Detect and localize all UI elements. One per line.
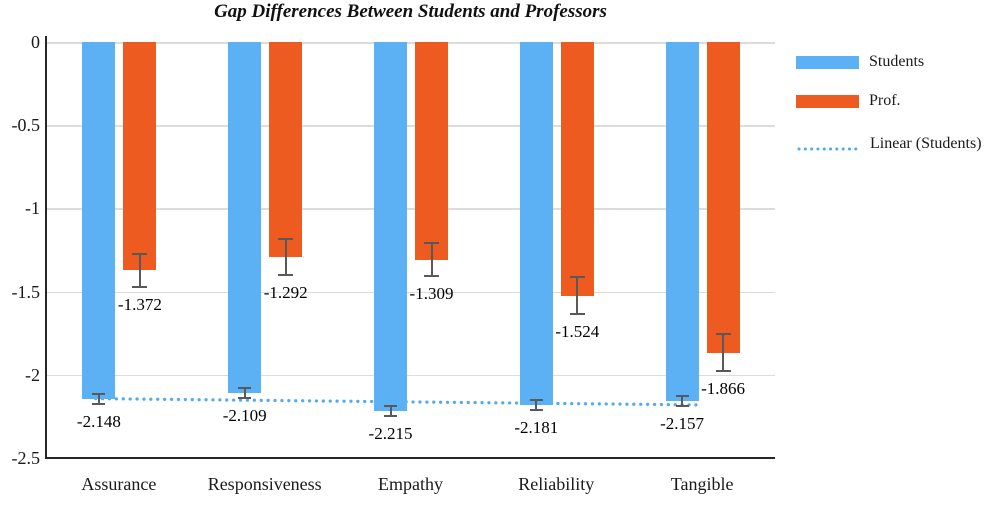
error-bar-cap bbox=[384, 414, 397, 417]
bar-students-responsiveness bbox=[228, 42, 262, 393]
error-bar bbox=[138, 253, 141, 287]
error-bar-cap bbox=[715, 333, 731, 336]
prof-swatch bbox=[796, 94, 859, 108]
x-axis-line bbox=[45, 456, 775, 459]
y-tick-label: -0.5 bbox=[11, 115, 41, 136]
error-bar bbox=[97, 394, 100, 405]
error-bar bbox=[576, 277, 579, 314]
error-bar-cap bbox=[715, 369, 731, 372]
x-tick-label-tangible: Tangible bbox=[670, 474, 734, 494]
y-tick-label: 0 bbox=[31, 32, 40, 52]
error-bar-cap bbox=[278, 274, 294, 277]
error-bar bbox=[389, 405, 392, 416]
data-label-students-reliability: -2.181 bbox=[514, 417, 559, 437]
error-bar-cap bbox=[238, 396, 252, 399]
x-tick-label-responsiveness: Responsiveness bbox=[207, 474, 322, 494]
chart-title: Gap Differences Between Students and Pro… bbox=[214, 1, 607, 22]
x-tick-label-empathy: Empathy bbox=[377, 474, 443, 494]
gridline bbox=[46, 125, 775, 127]
data-label-students-responsiveness: -2.109 bbox=[222, 405, 267, 425]
legend-item-students: Students bbox=[796, 52, 924, 72]
bar-prof-responsiveness bbox=[269, 42, 303, 257]
bar-students-tangible bbox=[665, 42, 699, 401]
bar-prof-assurance bbox=[123, 42, 157, 271]
error-bar-cap bbox=[92, 393, 106, 396]
data-label-prof-tangible: -1.866 bbox=[701, 378, 746, 398]
legend-label-students: Students bbox=[869, 53, 925, 70]
error-bar-cap bbox=[424, 275, 439, 278]
data-label-prof-assurance: -1.372 bbox=[117, 294, 162, 314]
students-swatch bbox=[796, 55, 859, 69]
legend-label-prof: Prof. bbox=[869, 92, 901, 109]
legend-item-linear-students: Linear (Students) bbox=[796, 134, 982, 154]
error-bar bbox=[284, 238, 287, 276]
error-bar bbox=[681, 395, 684, 406]
error-bar-cap bbox=[569, 312, 585, 315]
error-bar-cap bbox=[529, 408, 543, 411]
bar-prof-tangible bbox=[706, 42, 740, 353]
bar-prof-reliability bbox=[560, 42, 594, 296]
error-bar-cap bbox=[278, 237, 294, 240]
plot-area: -2.148 -2.109 -2.215 -2.181 -2.157 -1.372 -1.2… bbox=[46, 42, 775, 458]
y-tick-label: -1.5 bbox=[11, 281, 41, 302]
error-bar-cap bbox=[132, 252, 148, 255]
error-bar bbox=[430, 243, 433, 277]
x-tick-label-assurance: Assurance bbox=[81, 474, 157, 494]
y-tick-label: -2 bbox=[25, 364, 40, 385]
data-label-students-empathy: -2.215 bbox=[368, 423, 413, 443]
x-tick-label-reliability: Reliability bbox=[518, 474, 595, 494]
data-label-students-assurance: -2.148 bbox=[76, 412, 121, 432]
error-bar bbox=[243, 387, 246, 398]
error-bar bbox=[722, 334, 725, 371]
bar-prof-empathy bbox=[415, 42, 448, 260]
error-bar bbox=[535, 399, 538, 410]
data-label-prof-empathy: -1.309 bbox=[409, 284, 454, 304]
error-bar-cap bbox=[132, 285, 148, 288]
y-axis-line bbox=[45, 36, 47, 458]
legend-item-prof: Prof. bbox=[796, 91, 901, 111]
y-tick-label: -1 bbox=[25, 198, 40, 219]
error-bar-cap bbox=[238, 386, 252, 389]
gridline bbox=[46, 374, 775, 377]
error-bar-cap bbox=[529, 398, 543, 401]
bar-students-reliability bbox=[519, 42, 553, 405]
error-bar-cap bbox=[675, 404, 689, 407]
gridline bbox=[46, 208, 775, 210]
bar-students-assurance bbox=[82, 42, 116, 400]
y-tick-label: -2.5 bbox=[11, 448, 41, 468]
data-label-students-tangible: -2.157 bbox=[660, 413, 705, 433]
error-bar-cap bbox=[675, 394, 689, 397]
error-bar-cap bbox=[92, 403, 106, 406]
legend-label-linear-students: Linear (Students) bbox=[870, 135, 982, 152]
bar-students-empathy bbox=[374, 42, 407, 411]
error-bar-cap bbox=[424, 242, 439, 245]
dotted-line-swatch bbox=[796, 140, 862, 151]
gridline bbox=[46, 291, 775, 294]
error-bar-cap bbox=[384, 404, 397, 407]
error-bar-cap bbox=[569, 276, 585, 279]
data-label-prof-reliability: -1.524 bbox=[555, 321, 600, 341]
data-label-prof-responsiveness: -1.292 bbox=[263, 283, 308, 303]
gridline bbox=[46, 42, 775, 44]
